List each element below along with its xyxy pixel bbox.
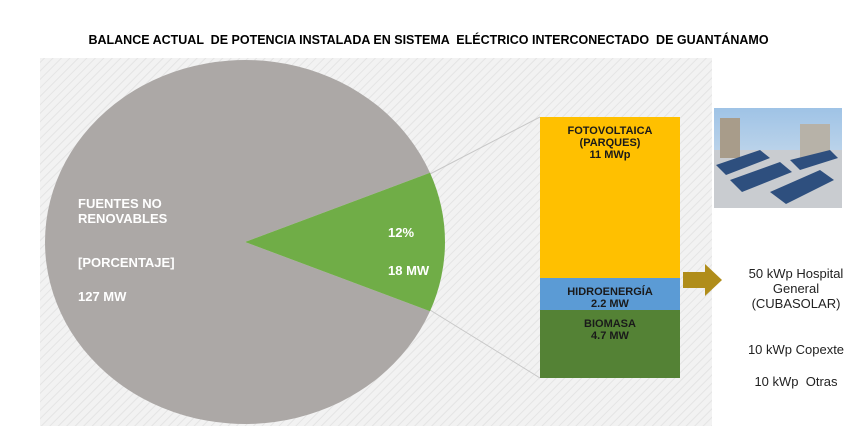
pie-slice	[45, 60, 430, 425]
slice-value: 18 MW	[388, 263, 430, 278]
annotation: 50 kWp Hospital General (CUBASOLAR)	[748, 266, 847, 311]
segment-value: 2.2 MW	[591, 297, 629, 310]
bar-segment	[540, 309, 680, 378]
segment-value: 4.7 MW	[591, 329, 629, 342]
bar-segment	[540, 276, 680, 278]
arrow	[683, 264, 722, 296]
segment-label: FOTOVOLTAICA (PARQUES) 11 MWp	[540, 125, 680, 161]
photo	[714, 108, 842, 208]
segment-value: 11 MWp	[589, 149, 631, 161]
slice-name: FUENTES NO RENOVABLES	[78, 196, 168, 226]
slice-value: 127 MW	[78, 289, 127, 304]
segment-name: FOTOVOLTAICA (PARQUES)	[567, 125, 653, 149]
slice-percent: [PORCENTAJE]	[78, 255, 175, 270]
connector	[429, 116, 541, 175]
bar-segment	[540, 117, 680, 277]
pie-slice	[245, 172, 446, 312]
slice-percent: 12%	[388, 225, 415, 240]
annotation: 10 kWp Otras	[754, 374, 838, 389]
segment-name: HIDROENERGÍA	[567, 285, 653, 298]
connector	[429, 309, 541, 379]
segment-name: BIOMASA	[584, 317, 636, 330]
segment-label: HIDROENERGÍA 2.2 MW	[540, 286, 680, 310]
bar-segment	[540, 277, 680, 310]
segment-label: BIOMASA 4.7 MW	[540, 318, 680, 342]
annotation: 10 kWp Copexte	[747, 342, 845, 357]
chart-title: BALANCE ACTUAL DE POTENCIA INSTALADA EN …	[88, 33, 769, 47]
